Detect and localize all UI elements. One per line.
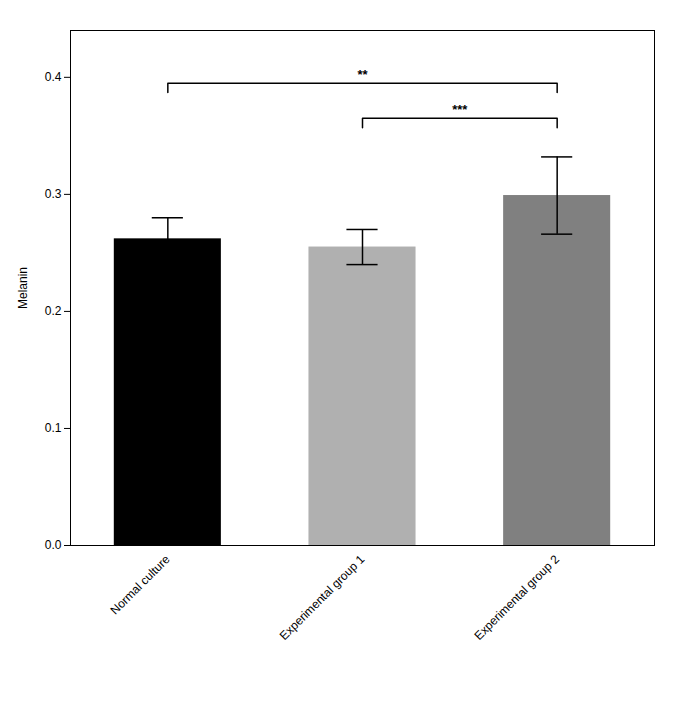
svg-text:0.0: 0.0 [45,538,62,552]
svg-text:***: *** [452,102,468,117]
svg-text:0.4: 0.4 [45,70,62,84]
svg-text:0.3: 0.3 [45,187,62,201]
svg-text:0.1: 0.1 [45,421,62,435]
svg-text:Experimental group 1: Experimental group 1 [277,552,368,643]
svg-text:Melanin: Melanin [16,267,30,309]
svg-text:Experimental group 2: Experimental group 2 [471,552,562,643]
svg-text:0.2: 0.2 [45,304,62,318]
svg-text:Normal culture: Normal culture [108,552,173,617]
svg-text:**: ** [357,67,368,82]
